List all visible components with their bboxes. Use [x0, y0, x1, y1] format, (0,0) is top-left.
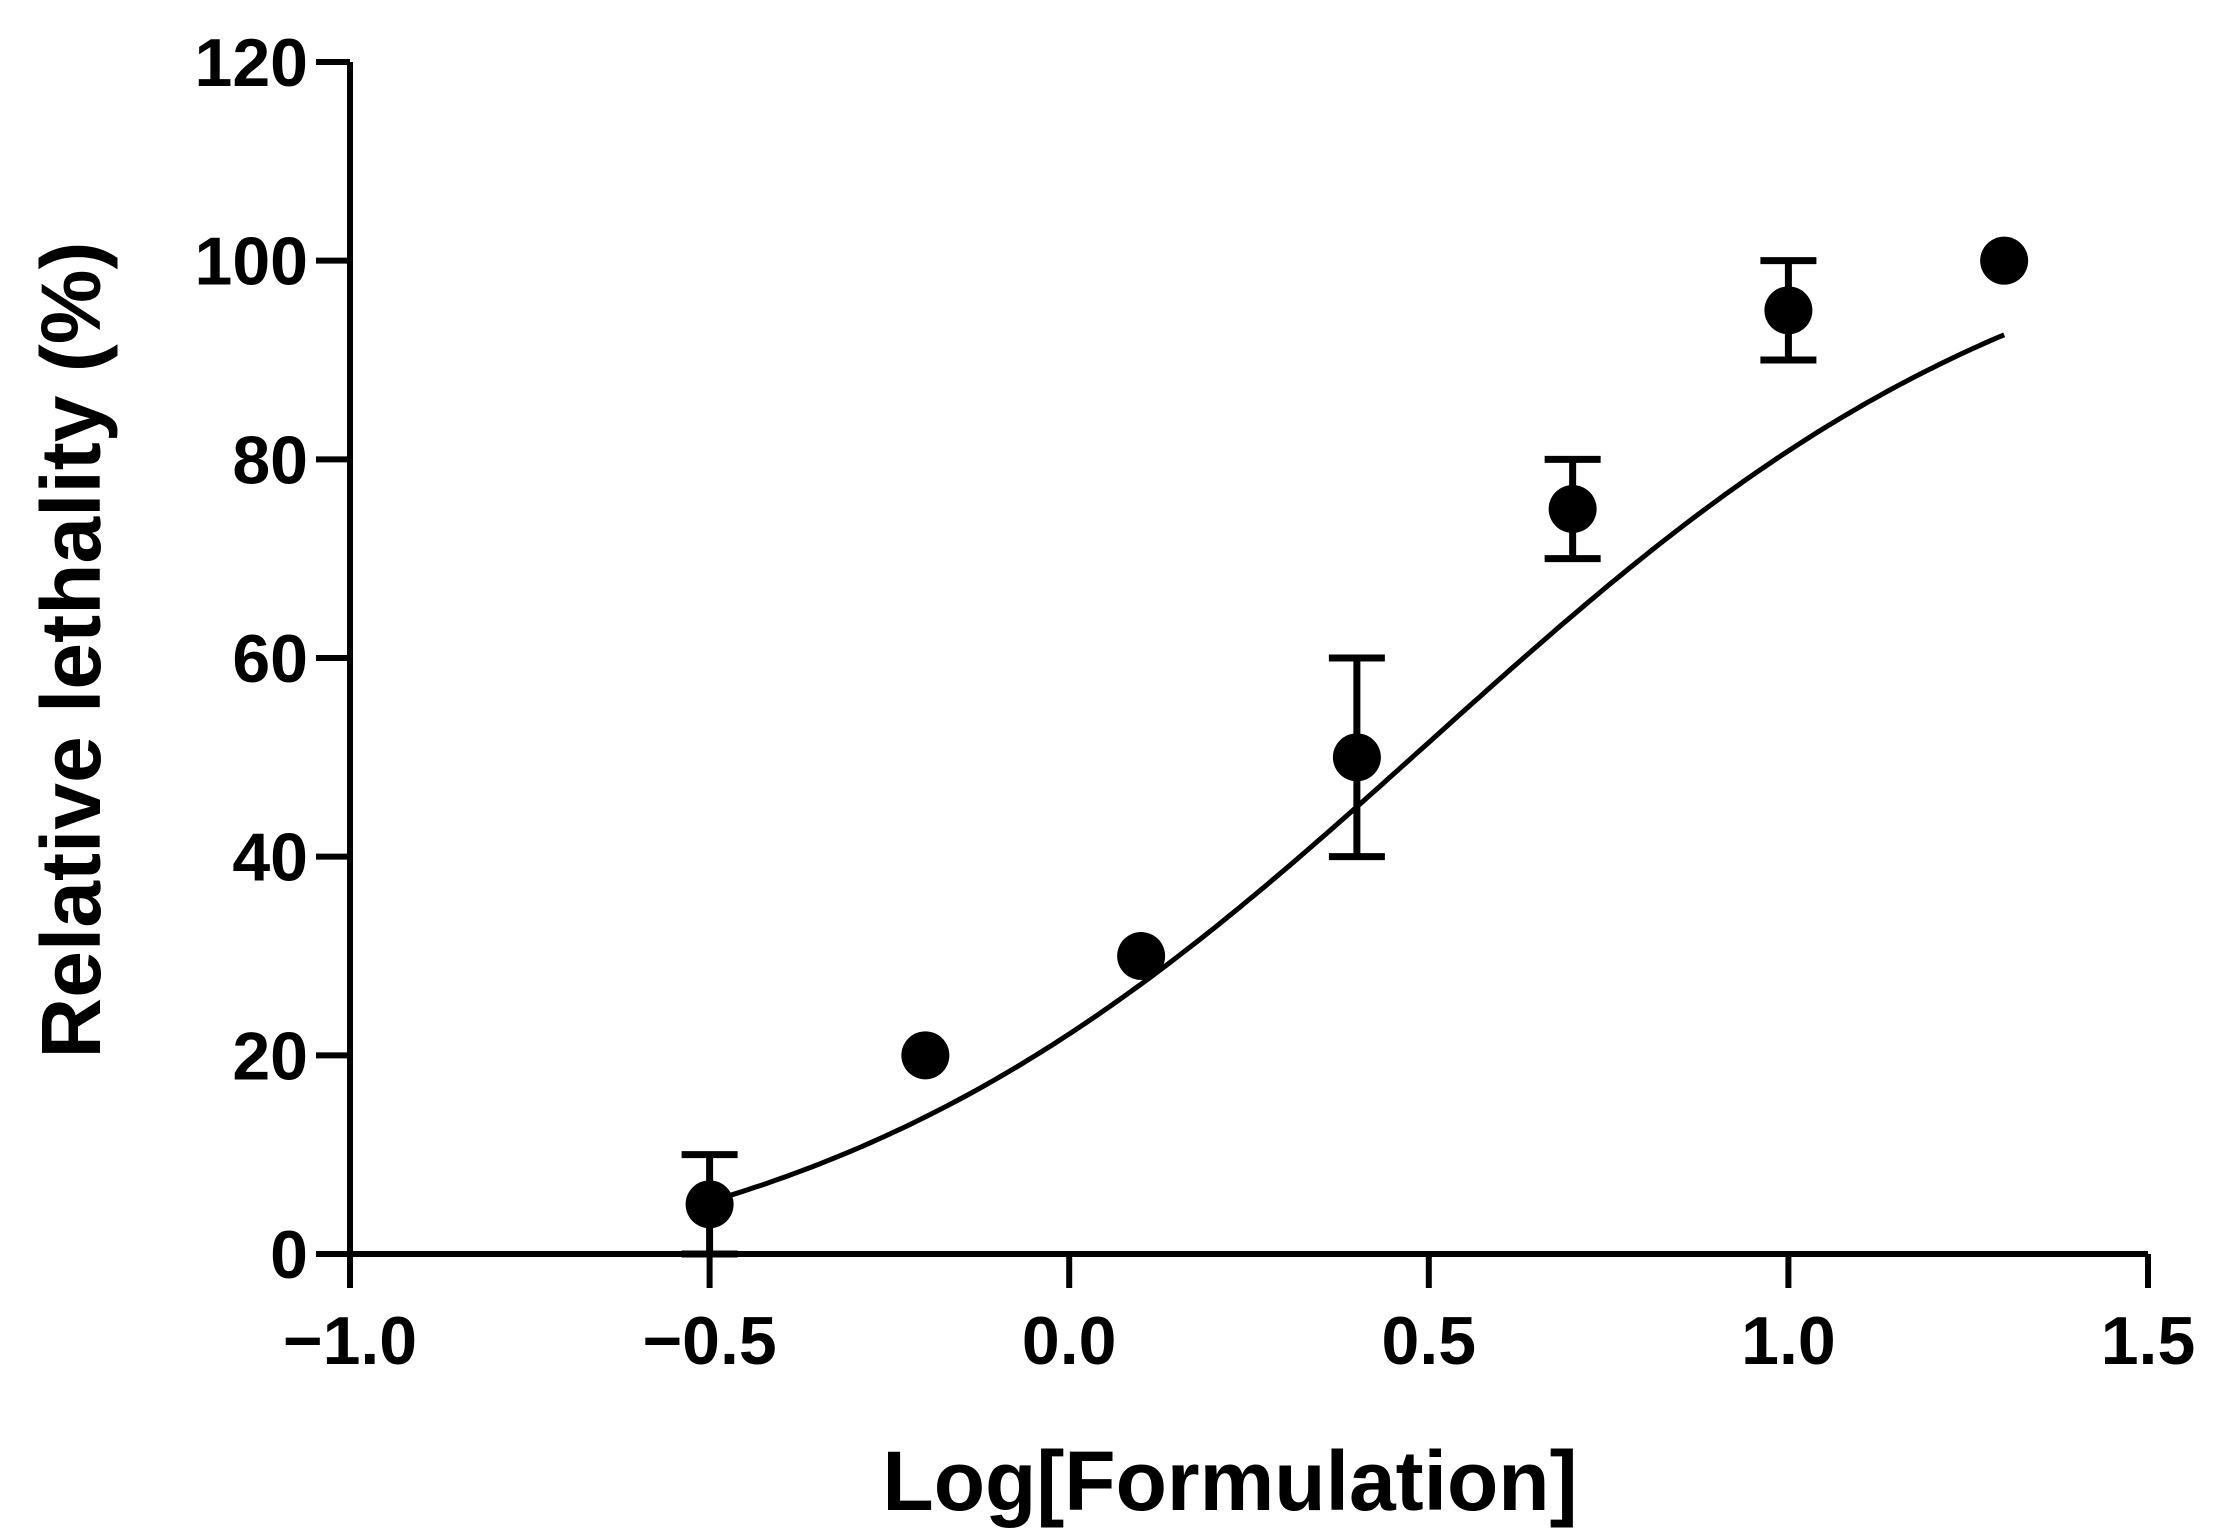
- data-point: [1117, 932, 1166, 980]
- x-tick-label: 0.0: [1022, 1303, 1117, 1379]
- x-tick-label: 1.5: [2101, 1303, 2196, 1379]
- data-point: [1548, 485, 1597, 533]
- y-tick-label: 40: [232, 820, 308, 896]
- data-point: [1332, 733, 1381, 782]
- x-tick-label: 1.0: [1741, 1303, 1836, 1379]
- x-axis-title: Log[Formulation]: [882, 1434, 1577, 1528]
- y-axis: 0 20 40 60 80 100 120: [195, 25, 353, 1293]
- data-point: [901, 1031, 950, 1080]
- data-point: [685, 1180, 734, 1229]
- x-tick-label: 0.5: [1382, 1303, 1477, 1379]
- data-point: [1764, 286, 1813, 335]
- y-tick-label: 20: [232, 1018, 308, 1094]
- y-axis-title: Relative lethality (%): [24, 242, 118, 1059]
- y-tick-label: 80: [232, 422, 308, 498]
- data-points-layer: [681, 236, 2029, 1258]
- y-tick-label: 120: [195, 25, 308, 101]
- x-tick-label: −1.0: [283, 1303, 417, 1379]
- x-tick-label: −0.5: [642, 1303, 776, 1379]
- y-tick-label: 100: [195, 224, 308, 300]
- y-tick-label: 60: [232, 621, 308, 697]
- y-tick-label: 0: [270, 1217, 308, 1293]
- x-axis: −1.0 −0.5 0.0 0.5 1.0 1.5: [283, 1251, 2196, 1379]
- data-point: [1980, 236, 2029, 285]
